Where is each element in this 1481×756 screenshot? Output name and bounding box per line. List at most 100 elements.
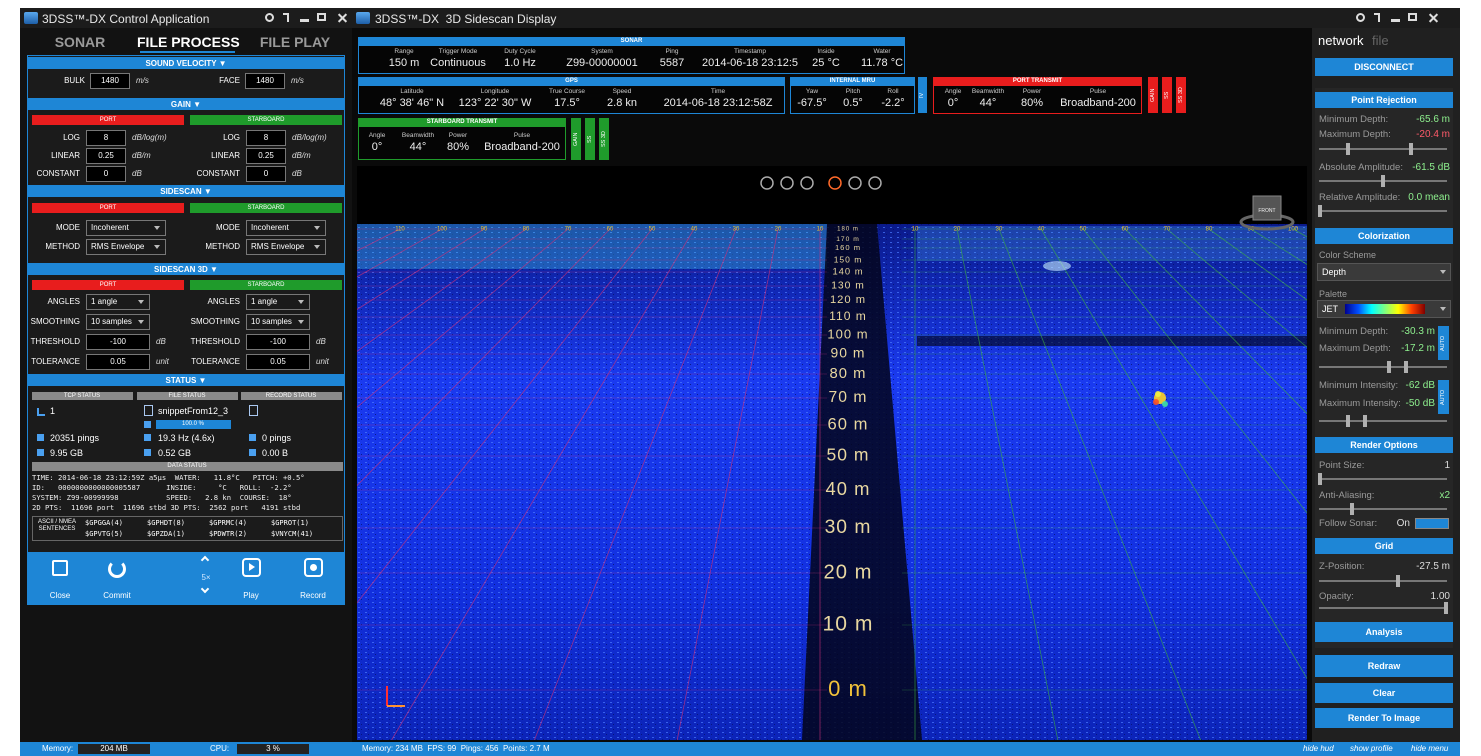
section-header[interactable] <box>1315 538 1453 554</box>
record-button[interactable]: Record <box>300 591 326 600</box>
section-header[interactable] <box>1315 437 1453 453</box>
hud-link[interactable]: hide hud <box>1303 744 1334 753</box>
section-title[interactable]: Analysis <box>1365 626 1403 637</box>
settings-button[interactable] <box>1356 13 1365 22</box>
vertical-tab[interactable] <box>1438 326 1449 360</box>
dropdown[interactable] <box>86 314 150 330</box>
slider-thumb[interactable] <box>1345 143 1350 155</box>
action-button-label[interactable]: Clear <box>1372 687 1396 698</box>
action-button[interactable] <box>1315 708 1453 728</box>
vertical-tab[interactable] <box>1148 77 1158 113</box>
action-button[interactable] <box>1315 655 1453 677</box>
disconnect-label[interactable]: DISCONNECT <box>1354 62 1414 72</box>
tab[interactable]: FILE PLAY <box>259 34 331 50</box>
tab[interactable]: FILE PROCESS <box>137 34 240 50</box>
dropdown[interactable] <box>246 294 310 310</box>
dropdown[interactable] <box>246 314 310 330</box>
vertical-tab[interactable] <box>1162 77 1172 113</box>
section-title[interactable]: Render Options <box>1350 439 1418 450</box>
slider-track[interactable] <box>1319 366 1447 368</box>
vertical-tab-label[interactable]: AUTO <box>1440 335 1446 351</box>
tab[interactable]: SONAR <box>54 34 106 50</box>
slider-thumb[interactable] <box>1403 361 1408 373</box>
vertical-tab[interactable] <box>571 118 581 160</box>
close-button[interactable]: Close <box>49 591 71 600</box>
vertical-tab[interactable] <box>585 118 595 160</box>
play-button[interactable]: Play <box>243 591 259 600</box>
section-header[interactable] <box>1315 228 1453 244</box>
hud-link[interactable]: show profile <box>1350 744 1393 753</box>
vertical-tab[interactable] <box>1438 380 1449 414</box>
input[interactable] <box>245 73 285 89</box>
vertical-tab[interactable] <box>918 77 927 113</box>
slider-thumb[interactable] <box>1444 602 1448 614</box>
input[interactable] <box>86 166 126 182</box>
maximize-button[interactable] <box>1408 13 1417 21</box>
vertical-tab-label[interactable]: SS 3D <box>1178 87 1184 103</box>
slider-thumb[interactable] <box>1381 175 1385 187</box>
section-header[interactable] <box>1315 92 1453 108</box>
toolbar-button[interactable] <box>828 176 842 190</box>
toolbar-button[interactable] <box>780 176 794 190</box>
action-button[interactable] <box>1315 683 1453 703</box>
tab[interactable]: network <box>1318 33 1364 48</box>
vertical-tab-label[interactable]: AUTO <box>1440 389 1446 405</box>
slider-track[interactable] <box>1319 420 1447 422</box>
sidescan-3d-view[interactable]: 0 m 10 m 20 m 30 m 40 m 50 m 60 m 70 m 80 m 90 m 1… <box>357 166 1307 740</box>
help-button[interactable] <box>1374 13 1380 22</box>
input[interactable] <box>246 334 310 350</box>
slider-track[interactable] <box>1319 607 1447 609</box>
minimize-button[interactable] <box>1391 19 1400 22</box>
section-header[interactable] <box>1315 622 1453 642</box>
dropdown[interactable] <box>246 220 326 236</box>
settings-button[interactable] <box>265 13 274 22</box>
toggle[interactable] <box>1415 518 1449 529</box>
section-title[interactable]: Grid <box>1374 540 1394 551</box>
slider-thumb[interactable] <box>1363 415 1368 427</box>
vertical-tab[interactable] <box>1176 77 1186 113</box>
vertical-tab-label[interactable]: SS 3D <box>601 131 607 147</box>
dropdown[interactable] <box>86 239 166 255</box>
input[interactable] <box>246 130 286 146</box>
vertical-tab-label[interactable]: GAIN <box>573 132 579 146</box>
maximize-button[interactable] <box>317 13 326 21</box>
slider-thumb[interactable] <box>1387 361 1392 373</box>
dropdown[interactable] <box>86 220 166 236</box>
section-title[interactable]: GAIN ▼ <box>170 100 202 109</box>
slider-thumb[interactable] <box>1349 503 1354 515</box>
section-title[interactable]: Colorization <box>1358 230 1410 241</box>
vertical-tab[interactable] <box>599 118 609 160</box>
toolbar-button[interactable] <box>760 176 774 190</box>
input[interactable] <box>86 334 150 350</box>
tab[interactable]: file <box>1372 33 1389 48</box>
slider-track[interactable] <box>1319 508 1447 510</box>
input[interactable] <box>86 354 150 370</box>
vertical-tab-label[interactable]: SS <box>1164 91 1170 99</box>
input[interactable] <box>86 148 126 164</box>
input[interactable] <box>246 166 286 182</box>
slider-track[interactable] <box>1319 478 1447 480</box>
toolbar-button[interactable] <box>868 176 882 190</box>
toolbar-button[interactable] <box>800 176 814 190</box>
slider-track[interactable] <box>1319 210 1447 212</box>
commit-button[interactable]: Commit <box>103 591 131 600</box>
slider-track[interactable] <box>1319 580 1447 582</box>
section-title[interactable]: SOUND VELOCITY ▼ <box>145 59 227 68</box>
slider-thumb[interactable] <box>1318 473 1322 485</box>
section-title[interactable]: SIDESCAN ▼ <box>160 187 212 196</box>
hud-link[interactable]: hide menu <box>1411 744 1449 753</box>
toolbar-button[interactable] <box>848 176 862 190</box>
section-title[interactable]: SIDESCAN 3D ▼ <box>154 265 218 274</box>
input[interactable] <box>246 148 286 164</box>
minimize-button[interactable] <box>300 19 309 22</box>
slider-thumb[interactable] <box>1396 575 1401 587</box>
slider-track[interactable] <box>1319 148 1447 150</box>
slider-thumb[interactable] <box>1408 143 1413 155</box>
input[interactable] <box>86 130 126 146</box>
slider-thumb[interactable] <box>1345 415 1350 427</box>
input[interactable] <box>90 73 130 89</box>
dropdown[interactable] <box>1317 263 1451 281</box>
dropdown[interactable] <box>246 239 326 255</box>
disconnect-button[interactable] <box>1315 58 1453 76</box>
vertical-tab-label[interactable]: GAIN <box>1150 88 1156 102</box>
